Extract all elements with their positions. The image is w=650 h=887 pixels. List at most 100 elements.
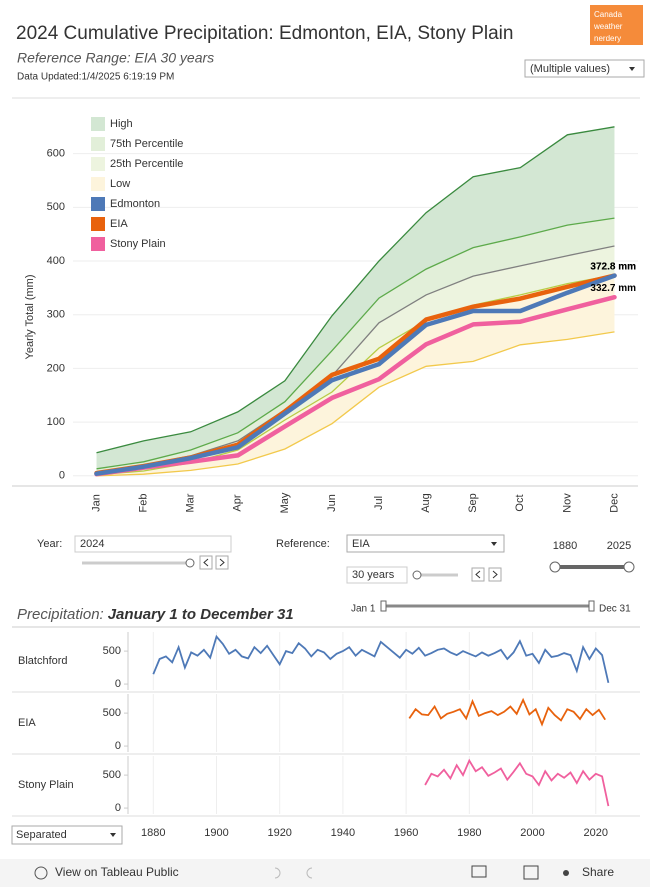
band-line [96,126,615,454]
x-tick-label: Feb [138,494,150,513]
prev-icon [203,558,209,567]
legend-label: 75th Percentile [110,138,183,150]
footer-bar [0,859,650,887]
band-fill [96,245,615,475]
x-tick-label: 1900 [204,827,228,839]
range-start: 1880 [553,540,577,552]
x-tick-label: 1940 [331,827,355,839]
download-icon[interactable] [471,865,487,878]
slider-handle[interactable] [412,570,422,580]
x-tick-label: Jun [326,494,338,512]
day-end: Dec 31 [599,604,631,615]
y-tick-label: 400 [47,255,65,267]
slider-handle[interactable] [588,600,595,612]
data-label: 372.8 mm [590,261,636,272]
main-chart: 0 100 200 300 400 500 600 Yearly Total (mm) Jan F… [12,108,638,513]
logo [590,5,643,45]
x-tick-label: 1920 [267,827,291,839]
x-tick-label: 2000 [520,827,544,839]
legend-label: High [110,118,133,130]
x-tick-label: 1980 [457,827,481,839]
dropdown-arrow [629,67,635,71]
slider-handle[interactable] [380,600,387,612]
next-icon [492,570,498,579]
logo-text: Canada [594,10,623,19]
band-line [96,217,615,470]
reference-value: EIA [352,538,370,550]
x-tick-label: Jan [90,494,102,512]
filter-value: (Multiple values) [530,63,610,75]
series-line [408,697,606,727]
band-line [96,331,615,477]
legend-swatch [91,217,105,231]
year-input[interactable] [74,535,232,553]
footer-link[interactable]: View on Tableau Public [55,865,179,879]
updated: Data Updated:1/4/2025 6:19:19 PM [17,72,174,83]
year-label: Year: [37,538,62,550]
prev-button[interactable] [471,567,485,582]
x-tick-label: May [279,492,291,513]
reference-dropdown[interactable] [346,534,505,553]
band-fill [96,218,615,474]
legend-swatch [91,197,105,211]
x-tick-label: Jul [373,496,385,510]
data-label: 332.7 mm [590,283,636,294]
dropdown-arrow [110,833,116,837]
fullscreen-icon[interactable] [523,865,539,880]
period-input[interactable] [346,566,408,584]
series-line [424,758,610,807]
slider-handle[interactable] [185,558,195,568]
panel-label: Blatchford [18,655,68,667]
subtitle: Reference Range: EIA 30 years [17,50,214,66]
legend-label: Stony Plain [110,238,166,250]
next-button[interactable] [488,567,502,582]
reference-label: Reference: [276,538,330,550]
day-start: Jan 1 [351,604,376,615]
x-tick-label: Aug [420,493,432,513]
y-tick-label: 200 [47,362,65,374]
slider-handle[interactable] [623,561,635,573]
filter-dropdown[interactable] [524,59,645,78]
section-title-prefix: Precipitation: [17,606,104,623]
x-tick-label: Nov [561,493,573,513]
share-link[interactable]: Share [582,865,614,879]
y-tick-label: 500 [103,645,121,657]
slider-handle[interactable] [549,561,561,573]
legend-label: Edmonton [110,198,160,210]
x-tick-label: Oct [514,494,526,511]
layout-dropdown[interactable] [11,825,123,845]
panel-label: EIA [18,717,36,729]
x-tick-label: 2020 [584,827,608,839]
section-title: Precipitation: January 1 to December 31 [17,606,294,623]
y-axis-label: Yearly Total (mm) [24,275,36,360]
legend-label: Low [110,178,130,190]
y-tick-label: 500 [103,707,121,719]
legend-swatch [91,237,105,251]
legend-label: 25th Percentile [110,158,183,170]
y-tick-label: 100 [47,416,65,428]
logo-text: nerdery [594,34,621,43]
logo-text: weather [593,22,623,31]
share-icon [563,870,569,876]
series-line [152,634,610,683]
series-line [94,273,617,476]
title: 2024 Cumulative Precipitation: Edmonton,… [16,23,513,44]
next-icon [219,558,225,567]
y-tick-label: 0 [115,740,121,752]
legend-swatch [91,137,105,151]
x-tick-label: Sep [467,493,479,513]
year-value: 2024 [80,538,104,550]
y-tick-label: 500 [47,201,65,213]
legend-swatch [91,157,105,171]
prev-button[interactable] [199,555,213,570]
tableau-icon [34,866,48,880]
y-tick-label: 600 [47,148,65,160]
x-tick-label: 1960 [394,827,418,839]
next-button[interactable] [215,555,229,570]
legend-swatch [91,117,105,131]
prev-icon [475,570,481,579]
layout-value: Separated [16,829,67,841]
undo-redo-icons[interactable] [274,867,313,879]
